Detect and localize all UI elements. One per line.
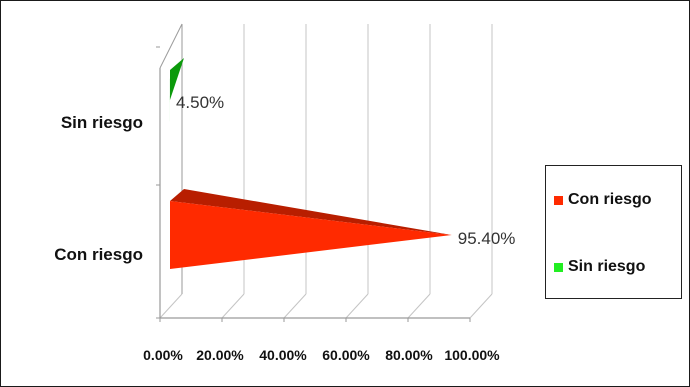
floor-gridline (283, 293, 307, 319)
x-tick-label: 80.00% (385, 347, 433, 363)
floor-gridline (345, 293, 369, 319)
legend-swatch-sin-riesgo (554, 262, 563, 272)
legend-item-con-riesgo: Con riesgo (554, 191, 652, 209)
x-tick-label: 100.00% (444, 347, 500, 363)
axes (156, 23, 471, 322)
legend: Con riesgo Sin riesgo (545, 165, 682, 299)
legend-swatch-con-riesgo (554, 195, 563, 205)
floor-gridline (221, 293, 245, 319)
data-label: 4.50% (176, 93, 224, 112)
legend-label-sin-riesgo: Sin riesgo (568, 258, 646, 275)
bar-shade-con-riesgo (170, 189, 452, 235)
floor-gridline (159, 293, 183, 319)
category-label: Con riesgo (54, 245, 143, 264)
x-tick-label: 0.00% (143, 347, 183, 363)
bars (169, 58, 452, 269)
legend-label-con-riesgo: Con riesgo (568, 191, 652, 208)
grid-lines (159, 24, 493, 319)
labels: 0.00% 20.00% 40.00% 60.00% 80.00% 100.00% 95.4… (54, 93, 515, 363)
floor-gridline (407, 293, 431, 319)
data-label: 95.40% (458, 229, 516, 248)
x-tick-label: 40.00% (259, 347, 307, 363)
bar-con-riesgo (170, 201, 452, 269)
x-tick-label: 60.00% (322, 347, 370, 363)
legend-item-sin-riesgo: Sin riesgo (554, 258, 645, 276)
category-label: Sin riesgo (61, 113, 143, 132)
bar-shade-sin-riesgo (169, 58, 184, 100)
x-tick-label: 20.00% (196, 347, 244, 363)
y-axis-top (159, 23, 183, 69)
floor-gridline (469, 293, 493, 319)
